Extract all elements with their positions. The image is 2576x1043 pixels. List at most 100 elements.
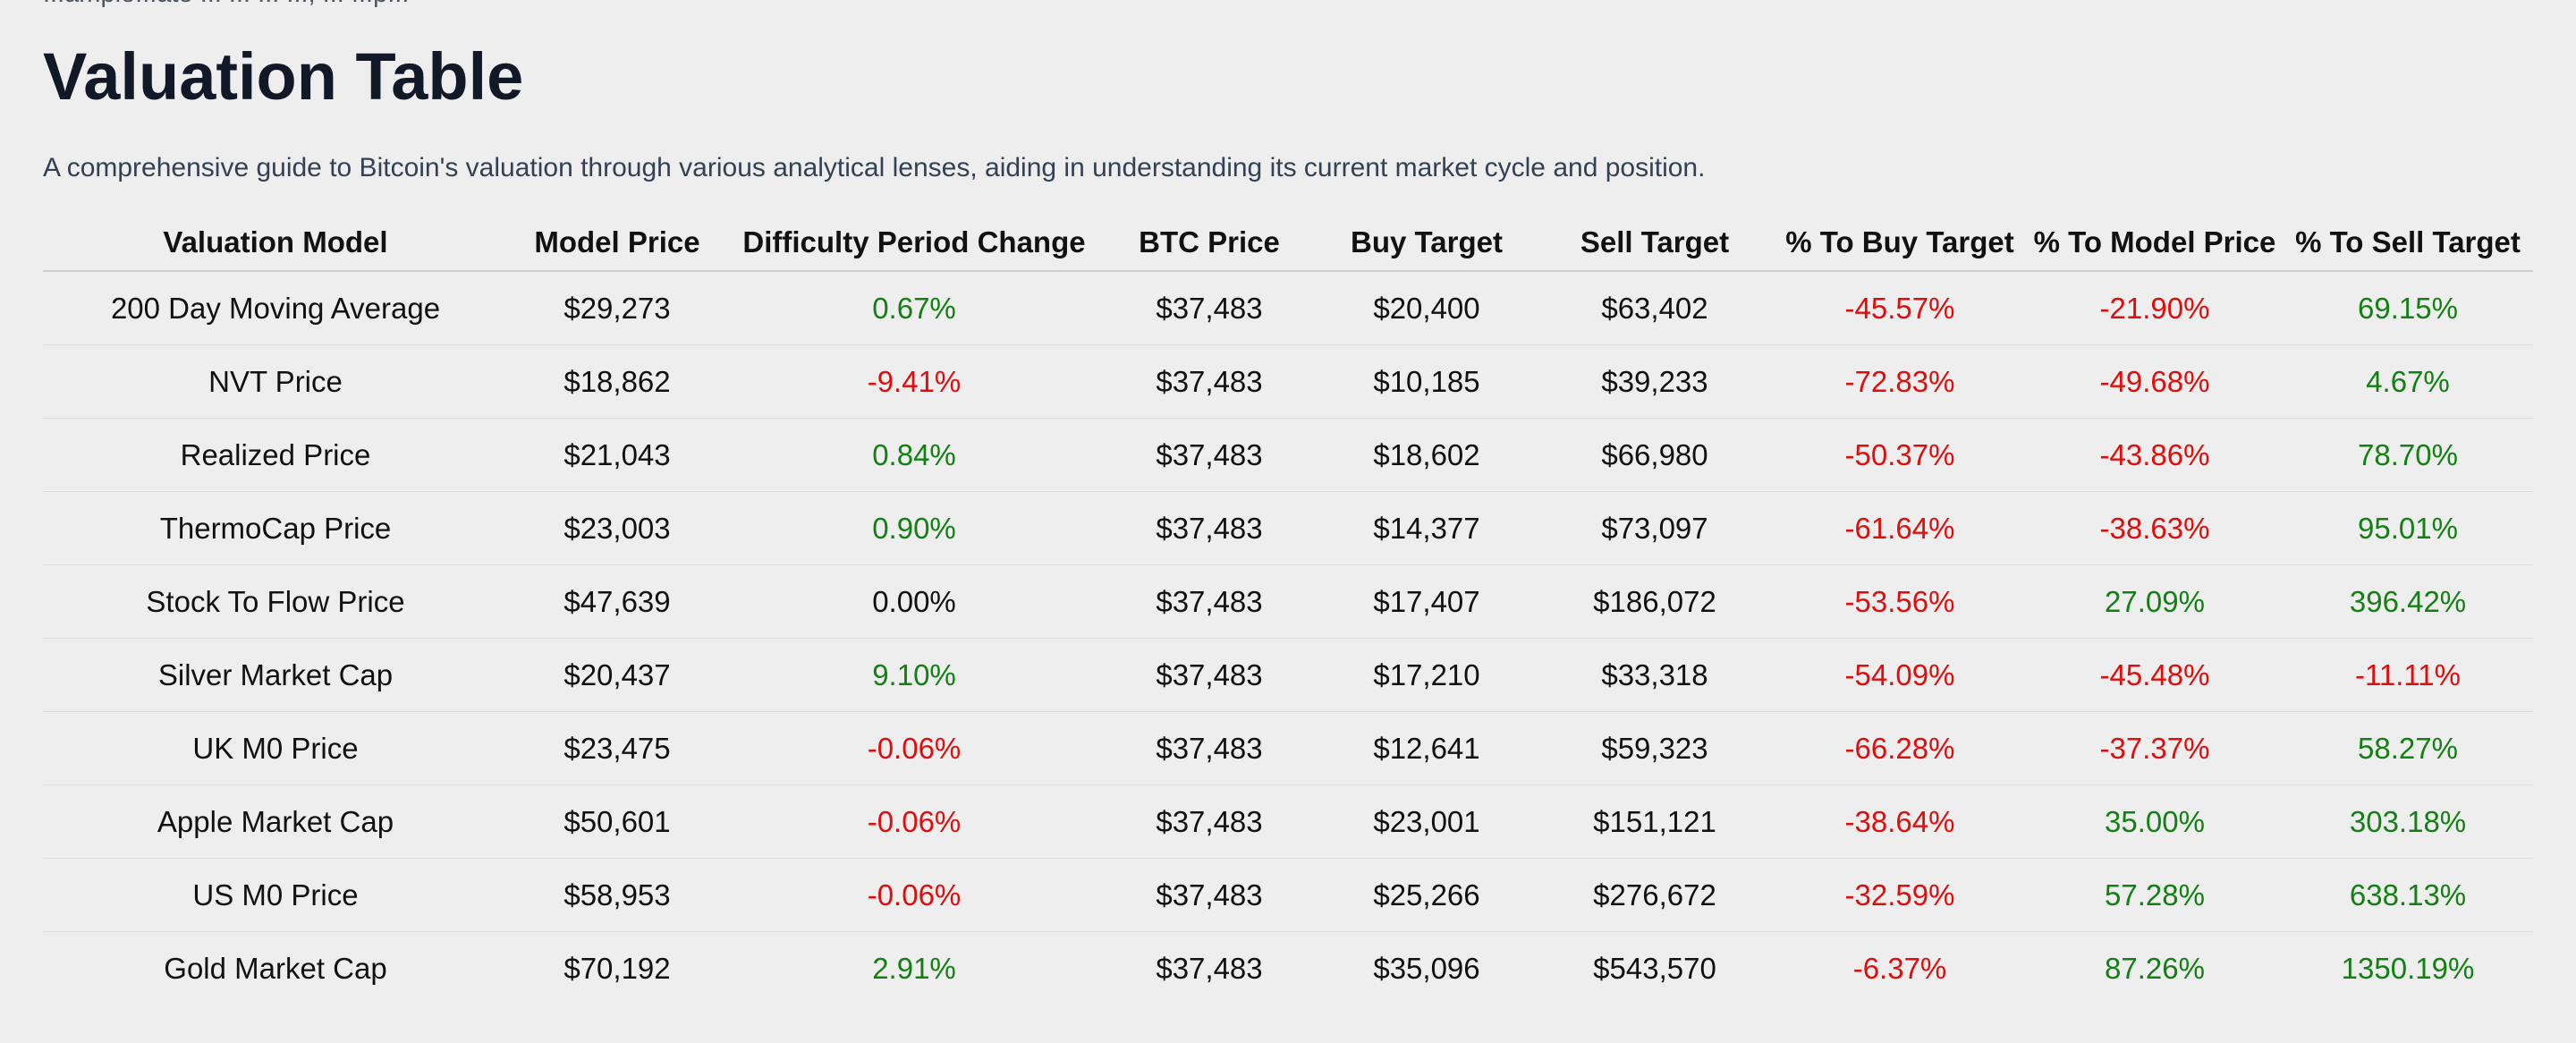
cell-buy-target: $25,266 bbox=[1317, 858, 1537, 932]
cell-valuation-model: Realized Price bbox=[43, 418, 508, 492]
cell-pct-to-buy-target: -32.59% bbox=[1773, 858, 2027, 932]
cell-pct-to-model-price: 27.09% bbox=[2027, 564, 2283, 639]
cell-valuation-model: Silver Market Cap bbox=[43, 638, 508, 712]
header-buy-target[interactable]: Buy Target bbox=[1317, 215, 1537, 272]
header-pct-to-model-price[interactable]: % To Model Price bbox=[2027, 215, 2283, 272]
cell-pct-to-sell-target: 58.27% bbox=[2283, 711, 2533, 785]
cell-pct-to-model-price: -49.68% bbox=[2027, 344, 2283, 419]
cell-btc-price: $37,483 bbox=[1102, 784, 1317, 859]
table-row: US M0 Price $58,953 -0.06% $37,483 $25,266 $2… bbox=[43, 858, 2533, 932]
cell-model-price: $70,192 bbox=[564, 951, 671, 985]
cell-pct-to-model-price: 87.26% bbox=[2105, 951, 2205, 985]
cell-model-price: $23,003 bbox=[508, 491, 726, 565]
table-row: UK M0 Price $23,475 -0.06% $37,483 $12,641 $5… bbox=[43, 711, 2533, 785]
cell-model-price: $21,043 bbox=[508, 418, 726, 492]
cell-pct-to-buy-target: -50.37% bbox=[1773, 418, 2027, 492]
cell-btc-price: $37,483 bbox=[1102, 491, 1317, 565]
cell-valuation-model: Apple Market Cap bbox=[43, 784, 508, 859]
page-description: A comprehensive guide to Bitcoin's valua… bbox=[43, 153, 1706, 182]
table-row: Stock To Flow Price $47,639 0.00% $37,483 $1… bbox=[43, 564, 2533, 639]
cell-sell-target: $66,980 bbox=[1537, 418, 1773, 492]
header-valuation-model[interactable]: Valuation Model bbox=[43, 215, 508, 272]
cell-model-price: $47,639 bbox=[508, 564, 726, 639]
cell-model-price: $50,601 bbox=[508, 784, 726, 859]
cell-pct-to-sell-target: 69.15% bbox=[2283, 271, 2533, 345]
cell-pct-to-sell-target: 303.18% bbox=[2283, 784, 2533, 859]
header-btc-price[interactable]: BTC Price bbox=[1102, 215, 1317, 272]
cell-btc-price: $37,483 bbox=[1102, 271, 1317, 345]
cell-difficulty-period-change: -0.06% bbox=[726, 858, 1102, 932]
truncated-intro-text-content: ...ample...ate ... ... ... ..., ... ...p… bbox=[43, 0, 1295, 7]
cell-pct-to-buy-target: -53.56% bbox=[1773, 564, 2027, 639]
cell-pct-to-sell-target: 95.01% bbox=[2283, 491, 2533, 565]
cell-pct-to-buy-target: -66.28% bbox=[1773, 711, 2027, 785]
header-pct-to-sell-target[interactable]: % To Sell Target bbox=[2283, 215, 2533, 272]
cell-valuation-model: ThermoCap Price bbox=[43, 491, 508, 565]
cell-difficulty-period-change: 0.67% bbox=[726, 271, 1102, 345]
cell-valuation-model: 200 Day Moving Average bbox=[43, 271, 508, 345]
cell-pct-to-buy-target: -61.64% bbox=[1773, 491, 2027, 565]
header-pct-to-buy-target[interactable]: % To Buy Target bbox=[1773, 215, 2027, 272]
cell-sell-target: $59,323 bbox=[1537, 711, 1773, 785]
cell-sell-target: $186,072 bbox=[1537, 564, 1773, 639]
cell-buy-target: $12,641 bbox=[1317, 711, 1537, 785]
header-sell-target[interactable]: Sell Target bbox=[1537, 215, 1773, 272]
cell-difficulty-period-change: 9.10% bbox=[726, 638, 1102, 712]
cell-pct-to-sell-target: -11.11% bbox=[2283, 638, 2533, 712]
cell-model-price: $23,475 bbox=[508, 711, 726, 785]
cell-buy-target: $14,377 bbox=[1317, 491, 1537, 565]
cell-buy-target: $35,096 bbox=[1373, 951, 1480, 985]
cell-sell-target: $276,672 bbox=[1537, 858, 1773, 932]
cell-pct-to-sell-target: 4.67% bbox=[2283, 344, 2533, 419]
cell-pct-to-model-price: -21.90% bbox=[2027, 271, 2283, 345]
table-row: ThermoCap Price $23,003 0.90% $37,483 $14,37… bbox=[43, 491, 2533, 565]
cell-pct-to-model-price: 35.00% bbox=[2027, 784, 2283, 859]
cell-valuation-model: Gold Market Cap bbox=[164, 951, 387, 985]
table-row: Gold Market Cap $70,192 2.91% $37,483 $35,09… bbox=[43, 932, 2533, 1005]
cell-btc-price: $37,483 bbox=[1102, 418, 1317, 492]
cell-valuation-model: UK M0 Price bbox=[43, 711, 508, 785]
cell-difficulty-period-change: 2.91% bbox=[872, 951, 956, 985]
cell-difficulty-period-change: 0.90% bbox=[726, 491, 1102, 565]
valuation-table: Valuation Model Model Price Difficulty P… bbox=[43, 215, 2533, 1005]
table-row: 200 Day Moving Average $29,273 0.67% $37,48… bbox=[43, 271, 2533, 345]
cell-difficulty-period-change: 0.00% bbox=[726, 564, 1102, 639]
cell-pct-to-sell-target: 638.13% bbox=[2283, 858, 2533, 932]
cell-sell-target: $151,121 bbox=[1537, 784, 1773, 859]
cell-buy-target: $20,400 bbox=[1317, 271, 1537, 345]
cell-btc-price: $37,483 bbox=[1102, 711, 1317, 785]
cell-btc-price: $37,483 bbox=[1102, 564, 1317, 639]
cell-model-price: $18,862 bbox=[508, 344, 726, 419]
cell-pct-to-buy-target: -45.57% bbox=[1773, 271, 2027, 345]
cell-pct-to-sell-target: 78.70% bbox=[2283, 418, 2533, 492]
cell-pct-to-model-price: -43.86% bbox=[2027, 418, 2283, 492]
cell-pct-to-buy-target: -38.64% bbox=[1773, 784, 2027, 859]
cell-difficulty-period-change: -0.06% bbox=[726, 711, 1102, 785]
cell-sell-target: $73,097 bbox=[1537, 491, 1773, 565]
cell-buy-target: $23,001 bbox=[1317, 784, 1537, 859]
cell-btc-price: $37,483 bbox=[1156, 951, 1263, 985]
cell-model-price: $58,953 bbox=[508, 858, 726, 932]
cell-pct-to-sell-target: 396.42% bbox=[2283, 564, 2533, 639]
cell-btc-price: $37,483 bbox=[1102, 344, 1317, 419]
table-header-row: Valuation Model Model Price Difficulty P… bbox=[43, 215, 2533, 272]
cell-btc-price: $37,483 bbox=[1102, 858, 1317, 932]
cell-pct-to-model-price: -45.48% bbox=[2027, 638, 2283, 712]
cell-model-price: $20,437 bbox=[508, 638, 726, 712]
cell-sell-target: $543,570 bbox=[1593, 951, 1716, 985]
cell-buy-target: $17,210 bbox=[1317, 638, 1537, 712]
cell-model-price: $29,273 bbox=[508, 271, 726, 345]
page-title: Valuation Table bbox=[43, 39, 524, 114]
cell-difficulty-period-change: 0.84% bbox=[726, 418, 1102, 492]
cell-buy-target: $17,407 bbox=[1317, 564, 1537, 639]
table-row: NVT Price $18,862 -9.41% $37,483 $10,185 $39,… bbox=[43, 344, 2533, 419]
cell-buy-target: $18,602 bbox=[1317, 418, 1537, 492]
cell-sell-target: $39,233 bbox=[1537, 344, 1773, 419]
cell-btc-price: $37,483 bbox=[1102, 638, 1317, 712]
table-header: Valuation Model Model Price Difficulty P… bbox=[43, 215, 2533, 272]
header-difficulty-period-change[interactable]: Difficulty Period Change bbox=[726, 215, 1102, 272]
cell-valuation-model: Stock To Flow Price bbox=[43, 564, 508, 639]
cell-difficulty-period-change: -9.41% bbox=[726, 344, 1102, 419]
table-body: 200 Day Moving Average $29,273 0.67% $37,48… bbox=[43, 271, 2533, 1005]
header-model-price[interactable]: Model Price bbox=[508, 215, 726, 272]
